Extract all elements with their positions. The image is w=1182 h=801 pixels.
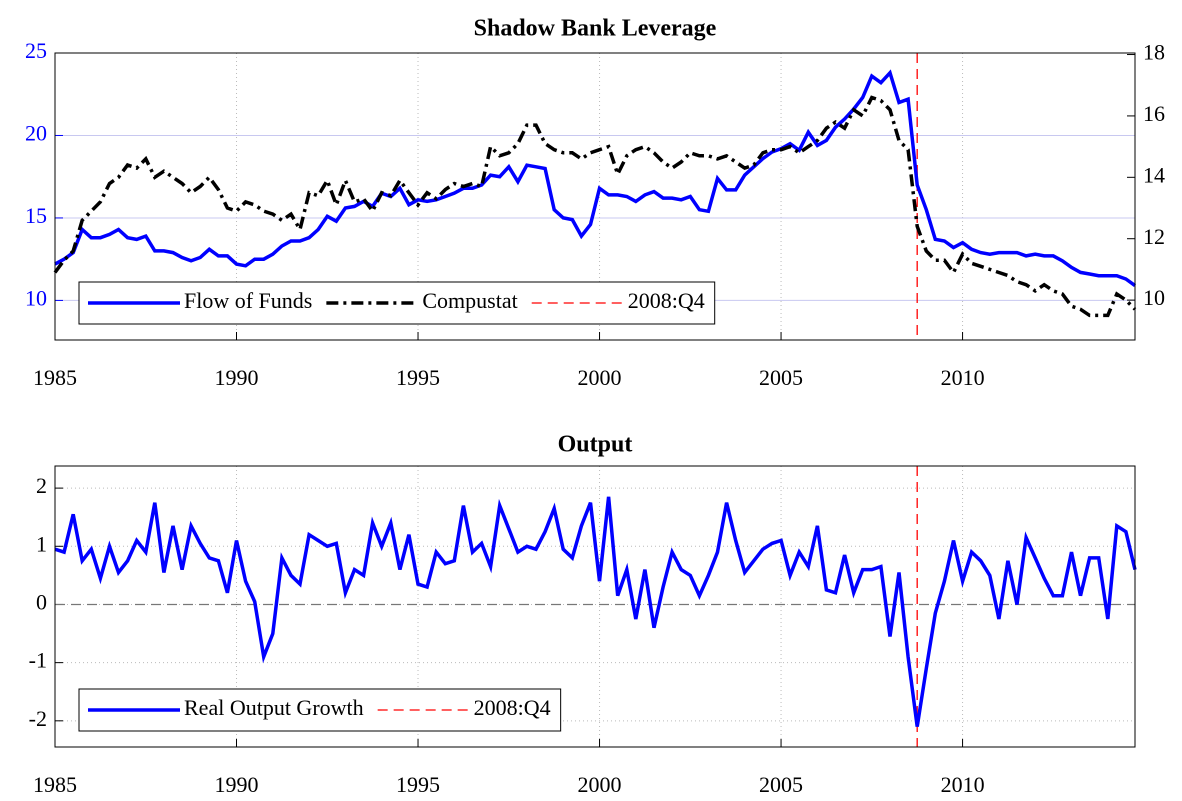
x-tick-label: 2000: [578, 772, 622, 797]
x-tick-label: 2000: [578, 365, 622, 390]
legend-label: Real Output Growth: [184, 695, 364, 720]
x-tick-label: 1985: [33, 772, 77, 797]
y-tick-label: 0: [36, 590, 47, 615]
plot-frame: [54, 52, 1136, 341]
y2-tick-label: 16: [1143, 101, 1165, 126]
x-tick-label: 2010: [941, 365, 985, 390]
x-tick-label: 1985: [33, 365, 77, 390]
y2-tick-label: 14: [1143, 162, 1165, 187]
y-tick-label: -2: [29, 706, 47, 731]
x-tick-label: 1995: [396, 365, 440, 390]
y-tick-label: 25: [25, 38, 47, 63]
y-tick-label: 20: [25, 121, 47, 146]
y-tick-label: -1: [29, 648, 47, 673]
legend-label: Flow of Funds: [184, 288, 312, 313]
x-tick-label: 1990: [215, 772, 259, 797]
plot-frame: [54, 465, 1136, 748]
x-tick-label: 2005: [759, 365, 803, 390]
x-tick-label: 2005: [759, 772, 803, 797]
y2-tick-label: 12: [1143, 224, 1165, 249]
x-tick-label: 1990: [215, 365, 259, 390]
legend: Flow of Funds Compustat 2008:Q4: [78, 281, 716, 325]
chart-title: Shadow Bank Leverage: [474, 16, 717, 42]
y-tick-label: 10: [25, 285, 47, 310]
legend-box: [78, 281, 716, 325]
y-tick-label: 15: [25, 203, 47, 228]
legend-label: Compustat: [422, 288, 517, 313]
chart-title: Output: [558, 432, 633, 458]
y2-tick-label: 18: [1143, 40, 1165, 65]
data-line: [53, 95, 1137, 318]
x-tick-label: 2010: [941, 772, 985, 797]
y2-tick-label: 10: [1143, 285, 1165, 310]
legend-label: 2008:Q4: [474, 695, 551, 720]
legend-label: 2008:Q4: [628, 288, 705, 313]
y-tick-label: 1: [36, 531, 47, 556]
data-line: [54, 496, 1137, 727]
x-tick-label: 1995: [396, 772, 440, 797]
data-line: [54, 69, 1137, 288]
legend: Real Output Growth 2008:Q4: [78, 688, 562, 732]
y-tick-label: 2: [36, 473, 47, 498]
